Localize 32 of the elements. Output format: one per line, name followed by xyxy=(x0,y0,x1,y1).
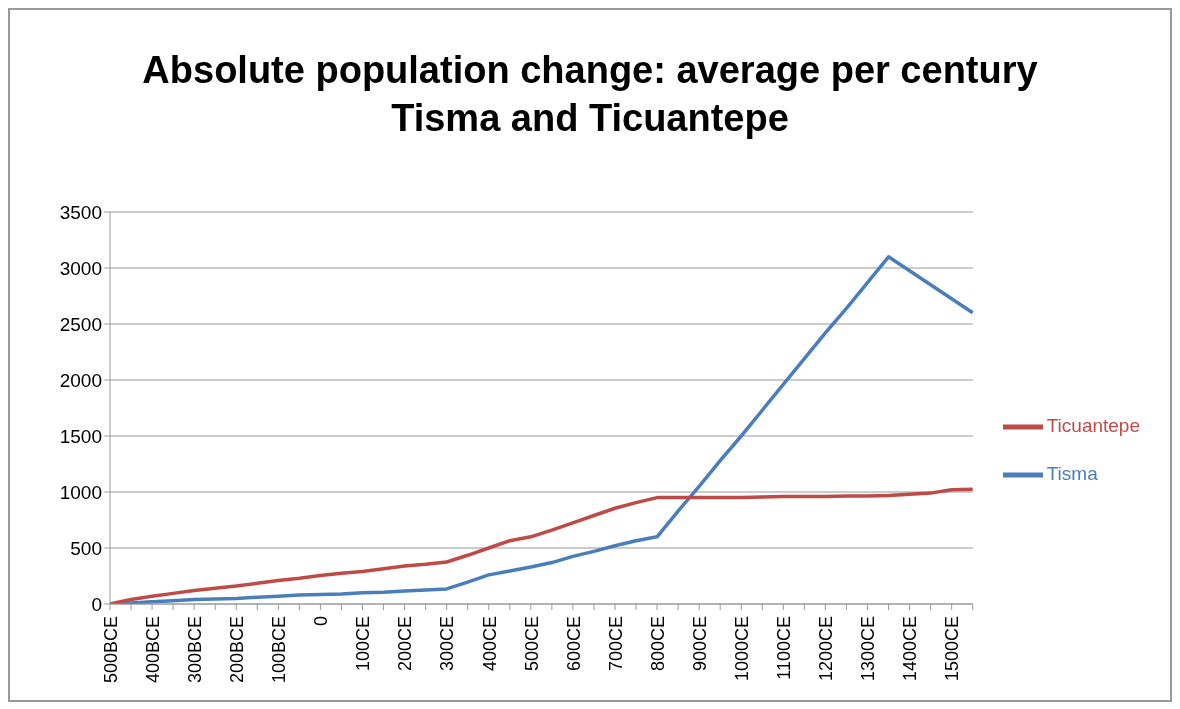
y-tick-label: 500 xyxy=(70,537,102,559)
y-tick-label: 2500 xyxy=(59,313,102,335)
x-tick-label: 1200CE xyxy=(816,616,837,682)
legend-label: Ticuantepe xyxy=(1046,415,1140,436)
y-tick-label: 1000 xyxy=(59,481,102,503)
x-tick-label: 500BCE xyxy=(100,616,121,684)
x-tick-label: 500CE xyxy=(521,616,542,672)
x-tick-label: 700CE xyxy=(605,616,626,672)
x-tick-label: 400BCE xyxy=(142,616,163,684)
x-tick-label: 900CE xyxy=(689,616,710,672)
x-tick-label: 1000CE xyxy=(732,616,753,682)
y-tick-label: 0 xyxy=(91,593,102,615)
x-tick-label: 100CE xyxy=(353,616,374,672)
x-tick-label: 200BCE xyxy=(227,616,248,684)
x-tick-label: 400CE xyxy=(479,616,500,672)
x-tick-label: 1500CE xyxy=(942,616,963,682)
x-tick-label: 300BCE xyxy=(184,616,205,684)
legend-label: Tisma xyxy=(1046,463,1098,484)
x-tick-label: 600CE xyxy=(563,616,584,672)
x-tick-label: 1300CE xyxy=(858,616,879,682)
chart-title: Absolute population change: average per century Tisma and Ticuantepe xyxy=(141,48,1039,141)
x-tick-label: 1100CE xyxy=(774,616,795,680)
y-tick-label: 3000 xyxy=(59,257,102,279)
x-tick-label: 200CE xyxy=(395,616,416,672)
y-tick-label: 1500 xyxy=(59,425,102,447)
x-tick-label: 0 xyxy=(311,616,332,627)
y-tick-label: 2000 xyxy=(59,369,102,391)
x-tick-label: 1400CE xyxy=(900,616,921,682)
x-tick-label: 300CE xyxy=(437,616,458,672)
x-tick-label: 100BCE xyxy=(269,616,290,684)
y-tick-label: 3500 xyxy=(59,201,102,223)
x-tick-label: 800CE xyxy=(647,616,668,672)
